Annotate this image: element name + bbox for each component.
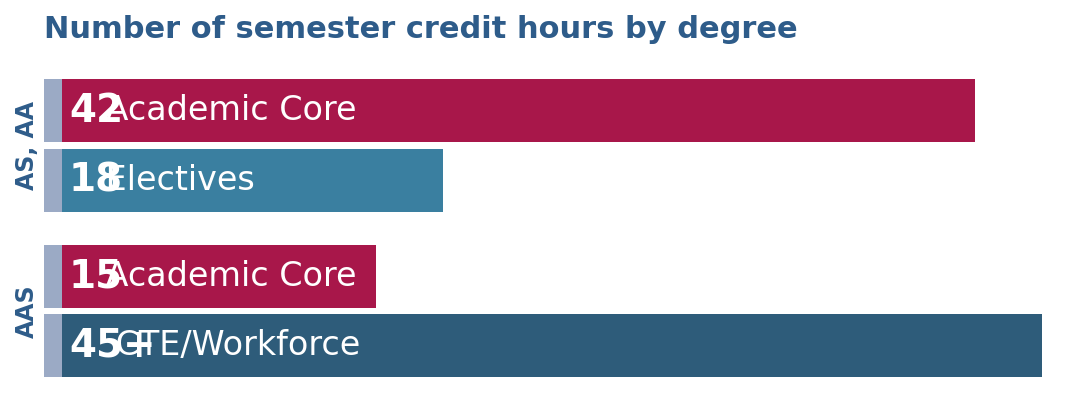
Text: Electives: Electives xyxy=(96,164,255,197)
Text: 45+: 45+ xyxy=(69,327,156,365)
Text: 18: 18 xyxy=(69,161,123,199)
Text: CTE/Workforce: CTE/Workforce xyxy=(106,329,361,362)
Bar xyxy=(44,314,1042,377)
Text: 42: 42 xyxy=(69,92,123,130)
Bar xyxy=(44,80,62,142)
Bar xyxy=(44,245,376,308)
Bar xyxy=(44,314,62,377)
Text: 15: 15 xyxy=(69,257,123,295)
Bar xyxy=(44,245,62,308)
Bar xyxy=(44,149,443,212)
Text: Number of semester credit hours by degree: Number of semester credit hours by degre… xyxy=(44,15,797,44)
Bar xyxy=(44,80,976,142)
Bar xyxy=(44,149,62,212)
Text: Academic Core: Academic Core xyxy=(96,260,356,293)
Text: Academic Core: Academic Core xyxy=(96,94,356,128)
